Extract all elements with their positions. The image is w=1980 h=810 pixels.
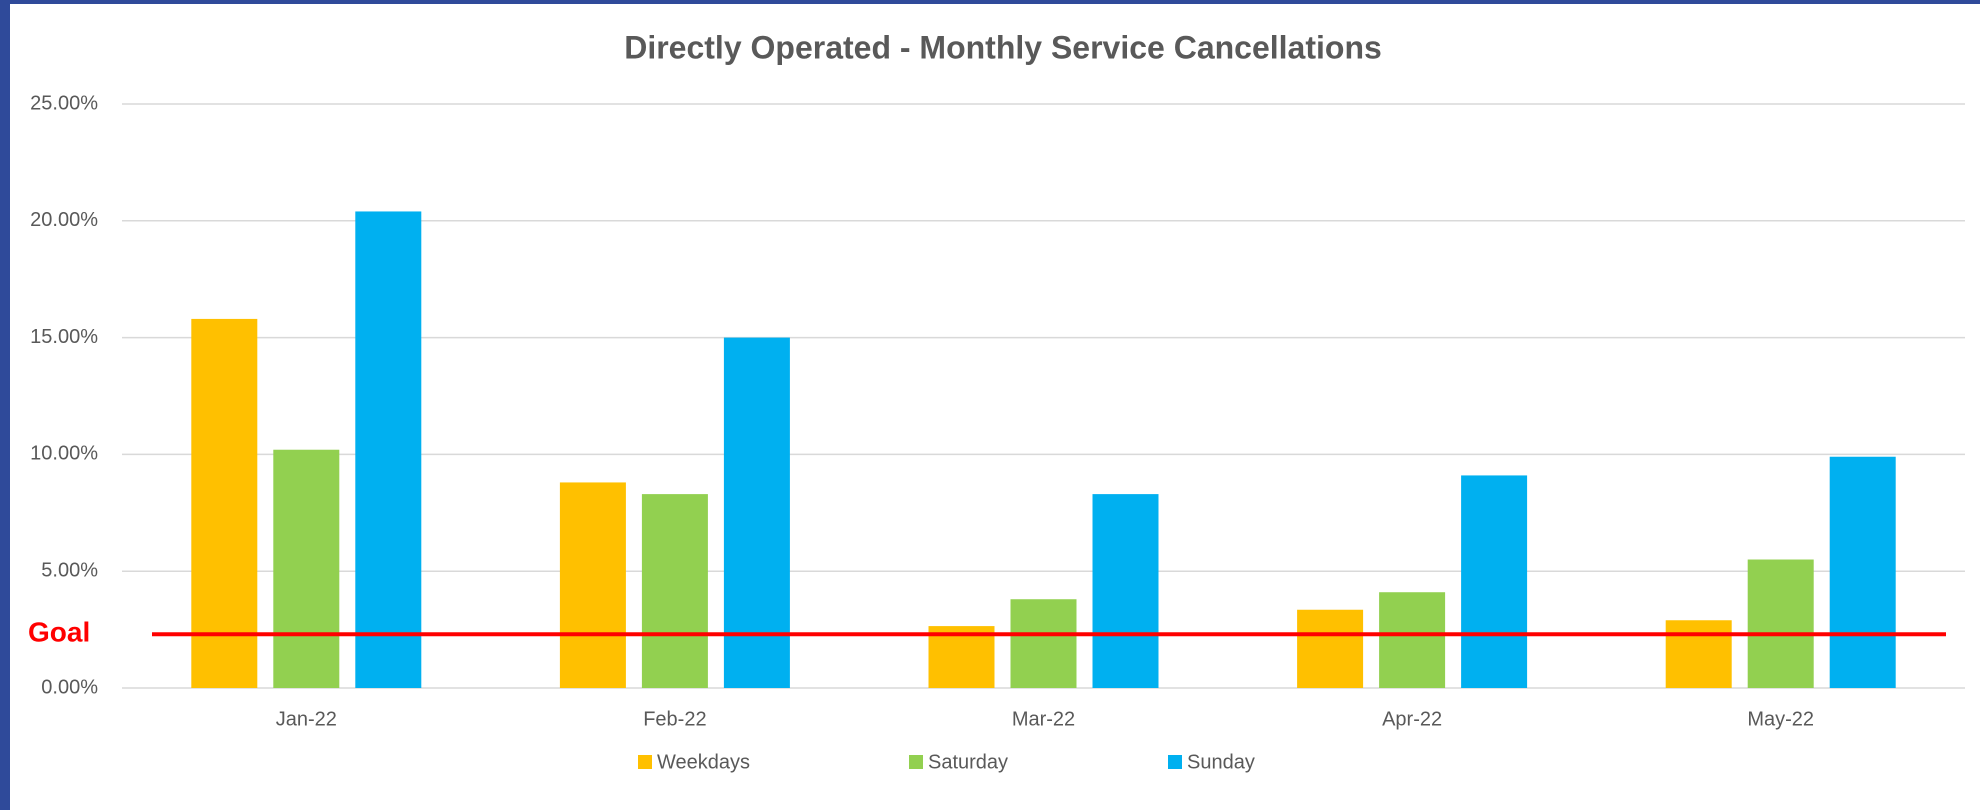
bar (1379, 592, 1446, 688)
legend-swatch (1168, 755, 1182, 769)
legend-swatch (909, 755, 923, 769)
bar (1665, 620, 1732, 688)
bar (1747, 559, 1814, 688)
y-tick-label: 0.00% (41, 676, 98, 698)
bar (273, 449, 340, 688)
x-tick-label: Apr-22 (1382, 708, 1442, 730)
x-tick-label: Mar-22 (1012, 708, 1075, 730)
bar (1829, 456, 1896, 688)
x-tick-label: Jan-22 (276, 708, 337, 730)
frame-left (0, 0, 10, 810)
legend-label: Saturday (928, 751, 1008, 773)
bar (191, 318, 258, 688)
bar (641, 494, 708, 688)
x-tick-label: May-22 (1747, 708, 1814, 730)
legend-swatch (638, 755, 652, 769)
frame-top (0, 0, 1980, 4)
legend-label: Sunday (1187, 751, 1255, 773)
legend-label: Weekdays (657, 751, 750, 773)
bar (928, 626, 995, 688)
x-tick-label: Feb-22 (643, 708, 706, 730)
bar (1461, 475, 1528, 688)
bar (723, 337, 790, 688)
bar (1092, 494, 1159, 688)
bar (1010, 599, 1077, 688)
y-tick-label: 15.00% (30, 326, 98, 348)
bar (559, 482, 626, 688)
bar (1297, 609, 1364, 688)
bar (355, 211, 422, 688)
y-tick-label: 10.00% (30, 443, 98, 465)
goal-label: Goal (28, 617, 90, 648)
y-tick-label: 25.00% (30, 92, 98, 114)
chart-title: Directly Operated - Monthly Service Canc… (624, 29, 1382, 65)
y-tick-label: 5.00% (41, 559, 98, 581)
y-tick-label: 20.00% (30, 209, 98, 231)
